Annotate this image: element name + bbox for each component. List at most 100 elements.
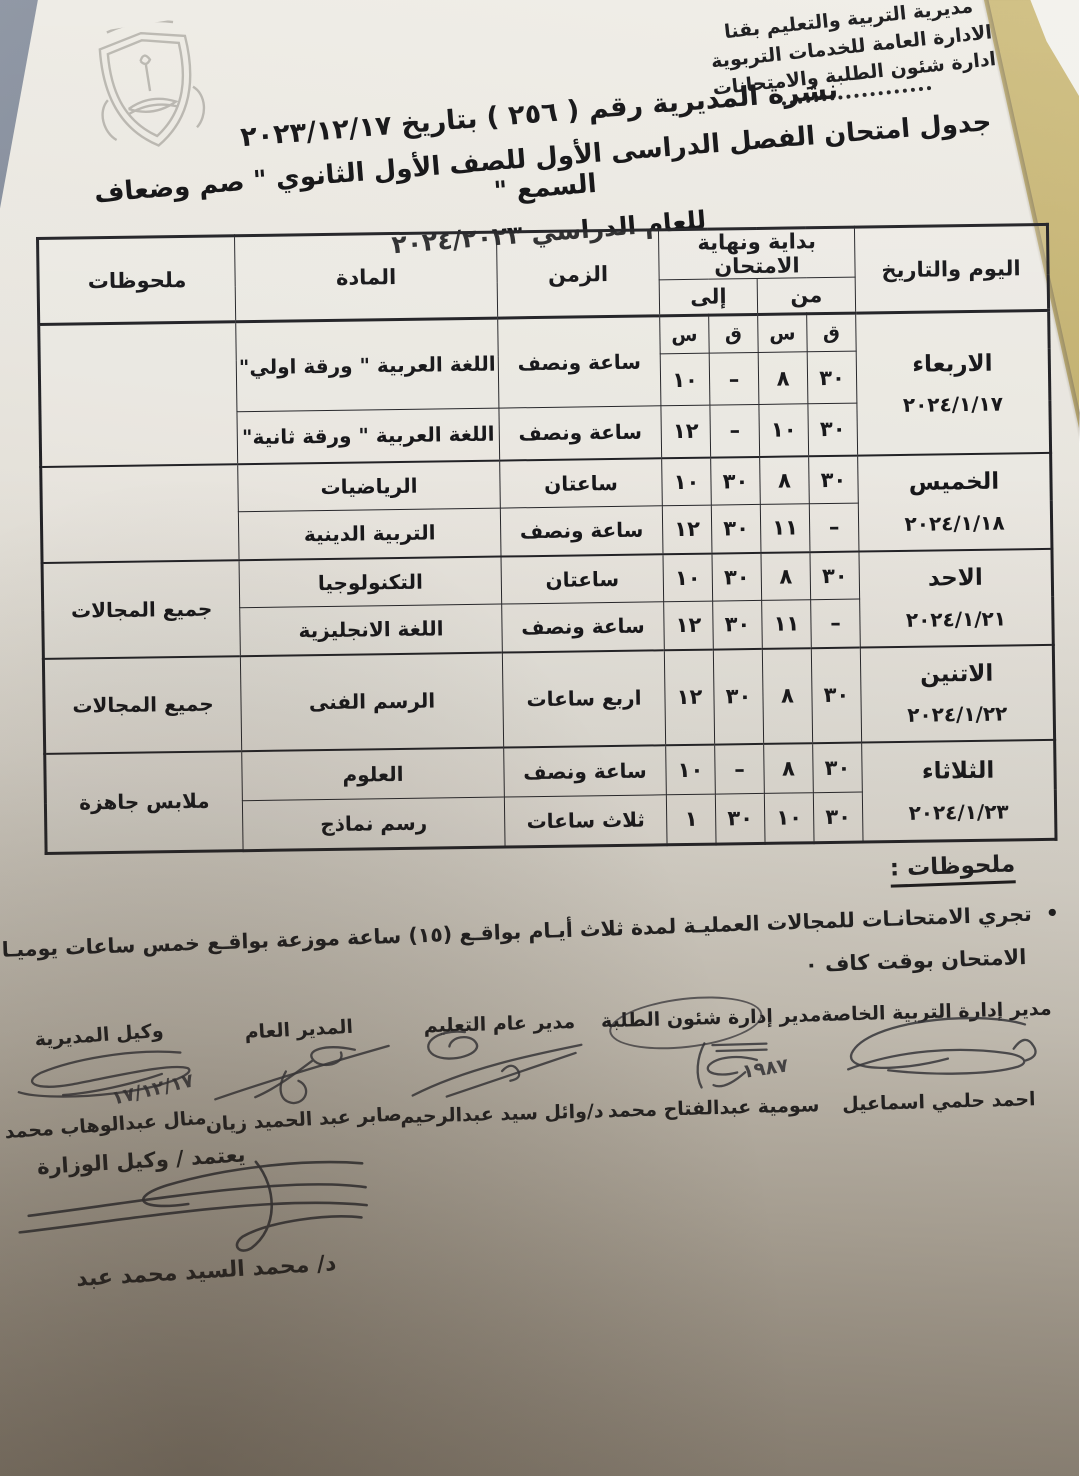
subcol-hours: س (758, 313, 809, 353)
from-hours-cell: ١١ (762, 599, 813, 649)
from-minutes-cell: ٣٠ (814, 792, 865, 843)
duration-cell: ساعتان (501, 553, 665, 605)
from-minutes-cell: – (810, 503, 860, 552)
from-hours-cell: ١٠ (765, 792, 816, 844)
notes-heading: ملحوظات : (890, 851, 1017, 888)
duration-cell: ثلاث ساعات (505, 794, 669, 848)
day-date: ٢٠٢٤/١/١٧ (903, 391, 1005, 417)
day-date: ٢٠٢٤/١/٢٢ (908, 701, 1009, 728)
to-hours-cell: ١٠ (666, 744, 717, 795)
signature-item-student-affairs: مدير إدارة شئون الطلبة ١٩٨٧ سومية عبدالف… (602, 989, 825, 1122)
duration-cell: ساعة ونصف (498, 315, 662, 409)
subject-cell: اللغة الانجليزية (240, 604, 504, 656)
signature-title: مدير عام التعليم (424, 1010, 577, 1038)
day-name: الاحد (928, 565, 984, 592)
duration-cell: ساعة ونصف (504, 744, 668, 798)
subject-cell: التكنولوجيا (240, 556, 503, 608)
to-hours-cell: ١٠ (663, 553, 714, 602)
to-minutes-cell: – (710, 352, 760, 406)
signature-item-special-education: مدير إدارة التربية الخاصة احمد حلمي اسما… (822, 998, 1056, 1116)
to-hours-cell: ١ (667, 794, 718, 845)
signatures-block: مدير إدارة التربية الخاصة احمد حلمي اسما… (0, 989, 1080, 1143)
col-header-subject: المادة (235, 232, 499, 322)
from-hours-cell: ٨ (763, 647, 814, 744)
to-minutes-cell: ٣٠ (712, 552, 763, 602)
day-cell: الاتنين ٢٠٢٤/١/٢٢ (861, 644, 1056, 743)
from-minutes-cell: ٣٠ (809, 455, 860, 504)
to-hours-cell: ١٠ (662, 457, 713, 506)
subject-cell: اللغة العربية " ورقة ثانية" (237, 408, 501, 464)
signature-scribble-icon (18, 1050, 192, 1098)
from-hours-cell: ١١ (761, 503, 811, 553)
duration-cell: ساعة ونصف (501, 505, 664, 557)
col-header-duration: الزمن (497, 229, 661, 319)
day-date: ٢٠٢٤/١/١٨ (905, 510, 1006, 536)
from-minutes-cell: ٣٠ (810, 551, 861, 600)
to-minutes-cell: ٣٠ (716, 793, 767, 845)
subject-cell: الرسم الفنى (241, 652, 505, 751)
day-cell: الاحد ٢٠٢٤/١/٢١ (859, 548, 1055, 648)
to-hours-cell: ١٢ (663, 505, 713, 554)
notes-cell: جميع المجالات (44, 655, 243, 754)
signature-scribble-icon (215, 1044, 391, 1105)
duration-cell: ساعة ونصف (499, 405, 663, 461)
signature-item-education-director-general: مدير عام التعليم د/وائل سيد عبدالرحيم (399, 1010, 605, 1128)
day-name: الخميس (909, 468, 1001, 497)
to-minutes-cell: – (715, 743, 766, 795)
signature-item-general-manager: المدير العام صابر عبد الحميد زيان (201, 1013, 403, 1136)
from-hours-cell: ٨ (761, 551, 812, 601)
notes-cell: جميع المجالات (43, 559, 242, 659)
to-hours-cell: ١٠ (661, 353, 711, 406)
to-minutes-cell: ٣٠ (711, 456, 762, 506)
notes-cell: ملابس جاهزة (45, 750, 245, 854)
subject-cell: التربية الدينية (239, 508, 502, 560)
notes-cell (39, 321, 239, 467)
from-hours-cell: ٨ (764, 742, 815, 794)
signature-scribble-icon (847, 1016, 1038, 1075)
to-minutes-cell: ٣٠ (714, 648, 765, 745)
subject-cell: رسم نماذج (243, 797, 507, 851)
exam-table: اليوم والتاريخ بداية ونهاية الامتحان الز… (37, 222, 1059, 855)
signature-scribble-icon (697, 1042, 770, 1089)
day-cell: الثلاثاء ٢٠٢٤/١/٢٣ (862, 739, 1058, 843)
from-minutes-cell: ٣٠ (808, 403, 859, 456)
col-header-to: إلى (660, 278, 759, 316)
to-minutes-cell: – (710, 404, 761, 458)
to-hours-cell: ١٢ (664, 601, 715, 650)
from-minutes-cell: ٣٠ (808, 351, 858, 404)
day-cell: الاربعاء ٢٠٢٤/١/١٧ (856, 310, 1052, 456)
from-hours-cell: ٨ (760, 455, 811, 505)
subject-cell: اللغة العربية " ورقة اولي" (236, 318, 500, 412)
approval-block: يعتمد / وكيل الوزارة د/ محمد السيد محمد … (6, 1135, 374, 1296)
to-minutes-cell: ٣٠ (713, 600, 764, 650)
subcol-hours: س (660, 315, 711, 354)
duration-cell: ساعة ونصف (502, 601, 666, 653)
col-header-exam-time: بداية ونهاية الامتحان (659, 227, 857, 280)
to-hours-cell: ١٢ (661, 405, 712, 458)
subcol-minutes: ق (709, 314, 760, 354)
from-minutes-cell: ٣٠ (813, 742, 864, 793)
subject-cell: الرياضيات (238, 460, 502, 512)
signature-item-directorate-deputy: وكيل المديرية ١٧/١٢/١٧ منال عبدالوهاب مح… (0, 1017, 207, 1144)
from-minutes-cell: ٣٠ (812, 647, 863, 743)
col-header-notes: ملحوظات (38, 235, 237, 325)
col-header-day: اليوم والتاريخ (855, 224, 1050, 314)
duration-cell: اربع ساعات (503, 649, 667, 748)
approval-signature-icon (19, 1160, 369, 1252)
subcol-minutes: ق (807, 313, 858, 352)
notes-cell (41, 463, 241, 563)
day-name: الاربعاء (913, 350, 994, 378)
from-hours-cell: ٨ (759, 351, 809, 405)
day-date: ٢٠٢٤/١/٢٣ (909, 798, 1010, 825)
duration-cell: ساعتان (500, 457, 664, 509)
day-name: الثلاثاء (922, 757, 996, 785)
subject-cell: العلوم (242, 747, 506, 801)
to-minutes-cell: ٣٠ (712, 504, 762, 554)
signature-scribble-icon (412, 1030, 584, 1098)
from-hours-cell: ١٠ (759, 403, 810, 457)
exam-table-wrapper: اليوم والتاريخ بداية ونهاية الامتحان الز… (37, 222, 1059, 855)
col-header-from: من (758, 277, 857, 315)
